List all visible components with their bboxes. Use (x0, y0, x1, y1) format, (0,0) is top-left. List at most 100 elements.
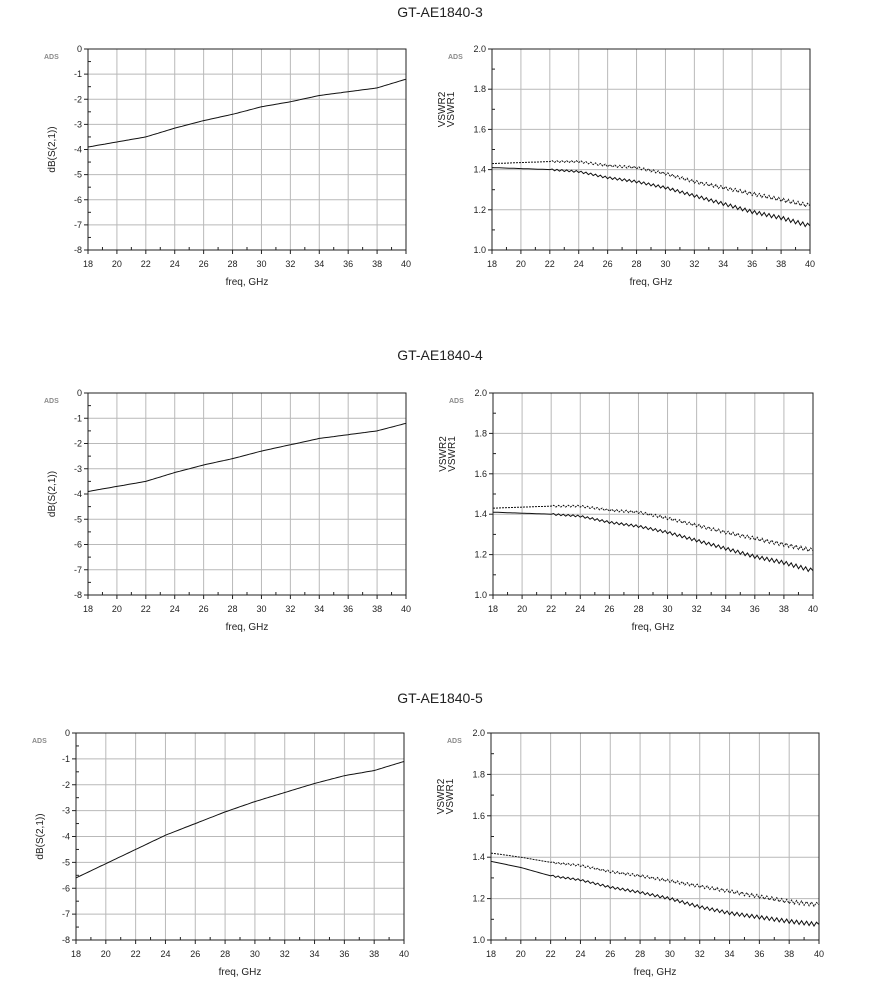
chart-3-vswr-ytick-label: 1.0 (472, 935, 485, 945)
chart-2-s21-ytick-label: -8 (74, 590, 82, 600)
chart-3-s21-xtick-label: 20 (101, 949, 111, 959)
chart-3-s21-ytick-label: -6 (62, 883, 70, 893)
chart-1-vswr-xtick-label: 28 (632, 259, 642, 269)
chart-2-s21-xtick-label: 20 (112, 604, 122, 614)
chart-2-vswr: 18 20 22 24 26 28 30 32 34 36 38 40 2.0 1.8 1.6 1.4 1.2 1… (438, 388, 818, 633)
chart-2-s21-ytick-label: -3 (74, 464, 82, 474)
chart-1-vswr-xtick-label: 22 (545, 259, 555, 269)
chart-3-vswr-series-vswr2 (490, 852, 820, 908)
chart-3-vswr-xtick-label: 20 (516, 949, 526, 959)
chart-2-vswr-xtick-label: 26 (604, 604, 614, 614)
chart-2-s21-xtick-label: 28 (228, 604, 238, 614)
chart-3-s21-xtick-label: 26 (190, 949, 200, 959)
chart-1-s21-ytick-label: -1 (74, 69, 82, 79)
chart-1-s21-ytick-label: -6 (74, 195, 82, 205)
chart-2-s21-xtick-label: 32 (285, 604, 295, 614)
chart-1-vswr-series-vswr1 (491, 167, 811, 228)
chart-2-vswr-xtick-label: 38 (779, 604, 789, 614)
chart-1-vswr-ytick-label: 1.8 (473, 84, 486, 94)
chart-1-s21-ytick-label: -2 (74, 94, 82, 104)
chart-1-vswr-xtick-label: 20 (516, 259, 526, 269)
chart-1-s21-xlabel: freq, GHz (226, 277, 269, 288)
chart-3-vswr-xtick-label: 24 (575, 949, 585, 959)
chart-1-vswr-ytick-label: 2.0 (473, 44, 486, 54)
chart-1-s21-xtick-label: 40 (401, 259, 411, 269)
chart-1-s21-xtick-label: 30 (256, 259, 266, 269)
chart-1-vswr-xtick-label: 34 (718, 259, 728, 269)
chart-3-vswr-xtick-label: 26 (605, 949, 615, 959)
chart-2-s21-xtick-label: 36 (343, 604, 353, 614)
chart-3-s21-xtick-label: 38 (369, 949, 379, 959)
chart-2-s21-ytick-label: -6 (74, 540, 82, 550)
chart-1-s21-xtick-label: 34 (314, 259, 324, 269)
chart-3-vswr-xtick-label: 38 (784, 949, 794, 959)
chart-1-vswr: 18 20 22 24 26 28 30 32 34 36 38 40 2.0 1.8 1.6 1.4 1.2 1… (437, 44, 815, 288)
chart-3-vswr-ads-badge: ADS (447, 738, 462, 745)
chart-1-s21-xtick-label: 26 (199, 259, 209, 269)
section-title-1: GT-AE1840-3 (397, 4, 483, 20)
chart-2-vswr-ytick-label: 1.2 (474, 550, 487, 560)
chart-2-vswr-xtick-label: 22 (546, 604, 556, 614)
chart-3-s21-xtick-label: 22 (131, 949, 141, 959)
chart-1-vswr-xtick-label: 38 (776, 259, 786, 269)
chart-1-s21-ytick-label: -8 (74, 245, 82, 255)
chart-1-s21-xtick-label: 20 (112, 259, 122, 269)
chart-2-vswr-xlabel: freq, GHz (632, 622, 675, 633)
chart-2-vswr-xtick-label: 28 (633, 604, 643, 614)
chart-3-vswr-ytick-label: 1.8 (472, 769, 485, 779)
chart-3-s21-xtick-label: 30 (250, 949, 260, 959)
chart-1-vswr-xtick-label: 32 (689, 259, 699, 269)
chart-1-s21-xtick-label: 28 (228, 259, 238, 269)
chart-2-vswr-ytick-label: 1.6 (474, 469, 487, 479)
chart-3-vswr-xtick-label: 32 (695, 949, 705, 959)
chart-3-s21-ytick-label: -3 (62, 806, 70, 816)
chart-3-s21-xtick-label: 32 (280, 949, 290, 959)
chart-1-vswr-ads-badge: ADS (448, 54, 463, 61)
chart-2-s21-ads-badge: ADS (44, 398, 59, 405)
chart-1-vswr-series-vswr2 (491, 159, 811, 208)
chart-3-s21-series-db-s-2-1 (75, 761, 405, 879)
chart-1-vswr-ytick-label: 1.2 (473, 205, 486, 215)
chart-1-s21-xtick-label: 22 (141, 259, 151, 269)
chart-2-s21-ytick-label: -2 (74, 439, 82, 449)
chart-2-vswr-series-vswr1 (492, 511, 814, 573)
chart-2-s21-xtick-label: 40 (401, 604, 411, 614)
chart-2-s21-ytick-label: 0 (77, 388, 82, 398)
chart-1-s21-ylabel: dB(S(2,1)) (47, 126, 58, 172)
chart-2-s21-xtick-label: 30 (256, 604, 266, 614)
chart-2-vswr-ytick-label: 2.0 (474, 388, 487, 398)
chart-3-vswr-ylabel-vswr2: VSWR2 (436, 778, 447, 814)
chart-1-vswr-xlabel: freq, GHz (630, 277, 673, 288)
chart-2-s21-xtick-label: 38 (372, 604, 382, 614)
chart-2-s21-xtick-label: 26 (199, 604, 209, 614)
chart-2-s21-series-db-s-2-1 (87, 422, 407, 492)
chart-2-vswr-series-vswr2 (493, 504, 814, 553)
chart-2-vswr-ytick-label: 1.8 (474, 428, 487, 438)
chart-3-s21-ytick-label: -8 (62, 935, 70, 945)
chart-2-s21-ytick-label: -7 (74, 565, 82, 575)
chart-2-s21-xlabel: freq, GHz (226, 622, 269, 633)
chart-1-vswr-plot-frame (491, 48, 811, 251)
chart-1-s21-xtick-label: 18 (83, 259, 93, 269)
chart-1-s21-ytick-label: -5 (74, 170, 82, 180)
chart-1-s21-xtick-label: 32 (285, 259, 295, 269)
chart-3-vswr-ytick-label: 2.0 (472, 728, 485, 738)
chart-1-vswr-ytick-label: 1.0 (473, 245, 486, 255)
chart-2-vswr-xtick-label: 32 (692, 604, 702, 614)
chart-1-s21-ads-badge: ADS (44, 54, 59, 61)
chart-3-vswr-xtick-label: 40 (814, 949, 824, 959)
chart-3-s21-ads-badge: ADS (32, 738, 47, 745)
chart-2-s21-ylabel: dB(S(2,1)) (47, 471, 58, 517)
chart-2-s21-xtick-label: 24 (170, 604, 180, 614)
chart-1-vswr-xtick-label: 26 (603, 259, 613, 269)
chart-1-vswr-xtick-label: 24 (574, 259, 584, 269)
chart-3-s21-xtick-label: 34 (310, 949, 320, 959)
chart-1-vswr-xtick-label: 18 (487, 259, 497, 269)
chart-3-s21-ytick-label: -7 (62, 909, 70, 919)
chart-1-s21: 18 20 22 24 26 28 30 32 34 36 38 40 0 -1 -2 -3 -4 -5 -6 -7 -… (44, 44, 411, 288)
chart-3-vswr-plot-frame (490, 732, 820, 941)
chart-2-s21-xtick-label: 22 (141, 604, 151, 614)
chart-3-vswr: 18 20 22 24 26 28 30 32 34 36 38 40 2.0 1.8 1.6 1.4 1.2 1… (436, 728, 824, 978)
chart-2-s21-ytick-label: -5 (74, 514, 82, 524)
chart-3-s21-xtick-label: 36 (339, 949, 349, 959)
